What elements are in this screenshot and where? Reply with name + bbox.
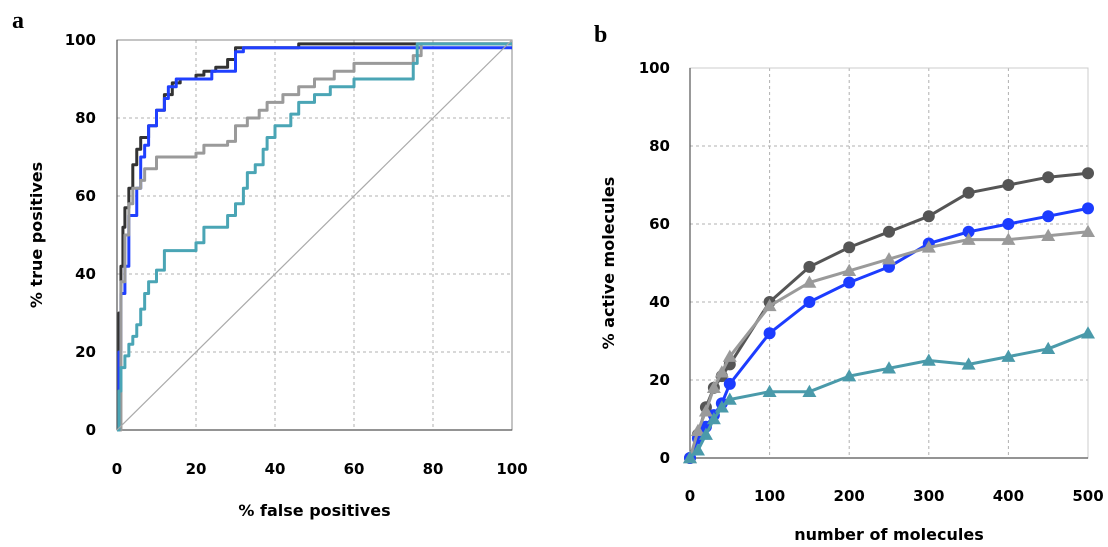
data-point-triangle (714, 400, 729, 413)
data-point-triangle (1081, 326, 1095, 339)
data-point-triangle (683, 451, 697, 464)
data-point-circle (883, 225, 895, 238)
data-point-triangle (842, 369, 857, 382)
panel-a-letter: a (12, 8, 24, 34)
data-point-triangle (1001, 232, 1016, 245)
panel-b-letter: b (594, 22, 608, 48)
x-tick-label: 0 (685, 487, 695, 505)
data-point-triangle (722, 392, 737, 405)
data-point-circle (922, 210, 935, 223)
data-point-triangle (762, 298, 777, 312)
y-tick-label: 60 (75, 187, 96, 205)
x-axis-label: number of molecules (794, 525, 983, 544)
data-point-triangle (714, 365, 729, 378)
y-tick-label: 100 (639, 59, 670, 77)
y-tick-label: 40 (75, 265, 96, 283)
series-line-0 (688, 171, 1089, 459)
x-tick-label: 200 (834, 487, 865, 505)
data-point-circle (1042, 171, 1055, 184)
series-line-3 (688, 331, 1089, 460)
data-point-circle (1002, 179, 1015, 191)
data-point-circle (1002, 218, 1015, 230)
y-tick-label: 20 (75, 343, 96, 361)
data-point-triangle (1041, 341, 1056, 355)
chart-panel-a: 0 20 40 60 80 100 0 20 40 60 80 100 % false positive… (27, 31, 528, 520)
data-point-triangle (690, 423, 705, 436)
data-point-circle (843, 276, 856, 289)
y-tick-label: 80 (75, 109, 96, 127)
data-point-triangle (1081, 224, 1095, 238)
y-tick-label: 100 (65, 31, 96, 49)
y-tick-label: 60 (649, 215, 670, 233)
data-point-triangle (802, 275, 817, 288)
data-point-circle (763, 327, 776, 340)
data-point-circle (803, 296, 816, 308)
data-point-triangle (921, 240, 936, 253)
data-point-triangle (961, 232, 976, 245)
series-line-1 (117, 46, 512, 432)
x-tick-label: 0 (112, 460, 122, 478)
data-point-circle (1042, 210, 1055, 223)
y-tick-label: 20 (649, 371, 670, 389)
data-point-triangle (706, 380, 721, 394)
series-line-3 (117, 42, 512, 432)
data-point-circle (843, 241, 856, 254)
data-point-triangle (1001, 349, 1016, 362)
data-point-triangle (1041, 228, 1056, 241)
data-point-circle (723, 377, 736, 390)
data-point-triangle (698, 404, 713, 417)
series-line-2 (117, 42, 512, 432)
data-point-triangle (690, 443, 705, 456)
data-point-triangle (698, 427, 713, 440)
series-line-4 (116, 39, 513, 431)
y-tick-label: 40 (649, 293, 670, 311)
data-point-triangle (882, 361, 896, 374)
data-point-circle (962, 225, 975, 238)
data-point-circle (803, 260, 816, 273)
data-point-triangle (961, 357, 976, 370)
data-point-triangle (722, 349, 737, 362)
y-axis-label: % true positives (27, 162, 46, 308)
x-tick-label: 80 (423, 460, 444, 478)
data-point-circle (1082, 167, 1094, 180)
x-tick-label: 40 (265, 460, 286, 478)
x-tick-label: 20 (186, 460, 207, 478)
x-axis-label: % false positives (238, 501, 390, 520)
x-tick-label: 500 (1072, 487, 1103, 505)
y-tick-label: 0 (86, 421, 96, 439)
data-point-triangle (762, 384, 777, 397)
data-point-triangle (802, 384, 817, 397)
y-tick-label: 0 (660, 449, 670, 467)
x-tick-label: 400 (993, 487, 1024, 505)
x-tick-label: 60 (344, 460, 365, 478)
data-point-triangle (842, 263, 857, 277)
x-tick-label: 100 (496, 460, 527, 478)
x-tick-label: 100 (754, 487, 785, 505)
data-point-circle (1082, 202, 1094, 215)
x-tick-label: 300 (913, 487, 944, 505)
data-point-triangle (706, 412, 721, 425)
chart-panel-b: 0 100 200 300 400 500 0 20 40 60 80 100 number of mo… (599, 59, 1104, 544)
y-tick-label: 80 (649, 137, 670, 155)
data-point-triangle (882, 252, 896, 265)
data-point-circle (962, 186, 975, 199)
data-point-triangle (921, 353, 936, 366)
y-axis-label: % active molecules (599, 177, 618, 350)
